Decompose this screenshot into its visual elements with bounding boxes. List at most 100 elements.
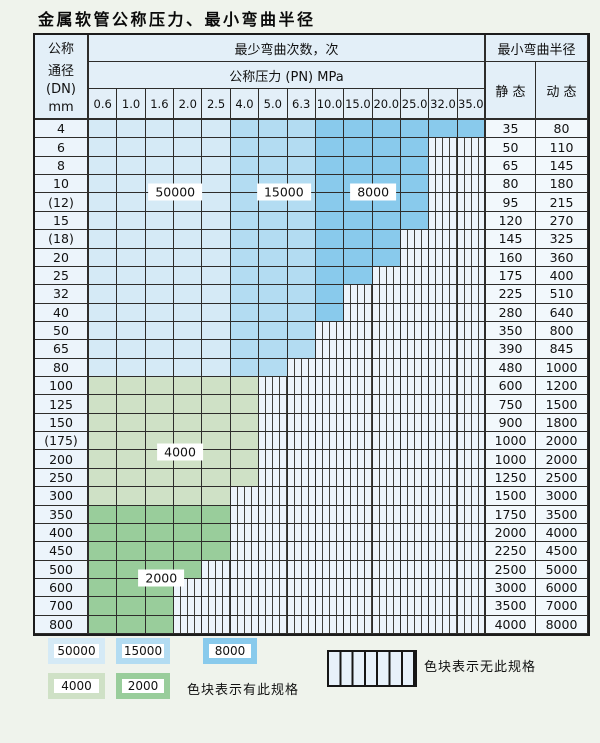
cycle-cell <box>230 211 260 231</box>
dn-cell: 700 <box>35 597 89 616</box>
cycle-cell <box>89 358 118 377</box>
pressure-col-header-10.0: 10.0 <box>315 89 345 120</box>
static-value-cell: 480 <box>486 358 536 377</box>
no-spec-cell <box>287 468 316 488</box>
cycle-cell <box>89 156 118 176</box>
cycle-cell <box>202 432 231 451</box>
no-spec-cell <box>230 505 260 524</box>
cycle-cell <box>117 358 146 377</box>
no-spec-cell <box>344 432 373 451</box>
dynamic-value-cell: 5000 <box>536 560 588 579</box>
no-spec-cell <box>372 523 401 543</box>
cycle-cell <box>400 156 430 176</box>
cycle-cell <box>287 340 316 359</box>
cycle-cell <box>202 487 231 506</box>
no-spec-cell <box>400 340 430 359</box>
no-spec-cell <box>287 597 316 616</box>
cycle-cell <box>230 230 260 249</box>
cycle-cell <box>117 340 146 359</box>
no-spec-cell <box>400 266 430 286</box>
cycle-cell <box>400 211 430 231</box>
dn-cell: 32 <box>35 285 89 304</box>
cycle-cell <box>287 248 316 267</box>
cycle-cell <box>315 211 345 231</box>
cycles-zone-label-50000: 50000 <box>148 183 203 201</box>
no-spec-cell <box>400 523 430 543</box>
no-spec-cell <box>400 450 430 469</box>
no-spec-cell <box>344 377 373 396</box>
static-value-cell: 50 <box>486 138 536 157</box>
cycle-cell <box>145 395 175 414</box>
no-spec-cell <box>400 230 430 249</box>
static-value-cell: 280 <box>486 303 536 322</box>
dn-cell: 125 <box>35 395 89 414</box>
no-spec-cell <box>429 413 458 433</box>
no-spec-cell <box>429 487 458 506</box>
cycle-cell <box>145 597 175 616</box>
cycle-cell <box>400 138 430 157</box>
no-spec-cell <box>344 321 373 341</box>
no-spec-cell <box>457 597 486 616</box>
pressure-col-header-15.0: 15.0 <box>344 89 373 120</box>
no-spec-cell <box>259 377 288 396</box>
static-value-cell: 750 <box>486 395 536 414</box>
cycle-cell <box>259 340 288 359</box>
no-spec-cell <box>457 450 486 469</box>
no-spec-cell <box>457 303 486 322</box>
no-spec-cell <box>315 578 345 598</box>
no-spec-cell <box>457 377 486 396</box>
cycle-cell <box>174 487 203 506</box>
dynamic-header: 动 态 <box>536 62 588 120</box>
no-spec-cell <box>429 597 458 616</box>
no-spec-cell <box>259 578 288 598</box>
no-spec-cell <box>259 597 288 616</box>
cycle-cell <box>174 138 203 157</box>
dn-cell: 200 <box>35 450 89 469</box>
static-value-cell: 35 <box>486 120 536 139</box>
no-spec-cell <box>344 468 373 488</box>
dn-cell: 350 <box>35 505 89 524</box>
dn-cell: 6 <box>35 138 89 157</box>
no-spec-cell <box>400 432 430 451</box>
no-spec-cell <box>344 523 373 543</box>
no-spec-cell <box>259 487 288 506</box>
dynamic-value-cell: 2000 <box>536 432 588 451</box>
cycle-cell <box>117 303 146 322</box>
no-spec-cell <box>400 321 430 341</box>
static-value-cell: 350 <box>486 321 536 341</box>
dn-column-header: 公称 通径 (DN) mm <box>35 35 89 120</box>
no-spec-cell <box>429 303 458 322</box>
no-spec-cell <box>174 615 203 634</box>
no-spec-cell <box>429 248 458 267</box>
no-spec-cell <box>429 175 458 194</box>
no-spec-cell <box>429 266 458 286</box>
no-spec-cell <box>457 542 486 561</box>
dynamic-value-cell: 800 <box>536 321 588 341</box>
no-spec-cell <box>259 523 288 543</box>
cycle-cell <box>230 468 260 488</box>
dn-cell: 500 <box>35 560 89 579</box>
cycle-cell <box>287 285 316 304</box>
cycle-cell <box>174 468 203 488</box>
no-spec-cell <box>287 395 316 414</box>
dynamic-value-cell: 145 <box>536 156 588 176</box>
cycle-cell <box>174 120 203 139</box>
cycle-cell <box>145 321 175 341</box>
static-value-cell: 160 <box>486 248 536 267</box>
static-value-cell: 1250 <box>486 468 536 488</box>
cycle-cell <box>89 321 118 341</box>
no-spec-cell <box>457 523 486 543</box>
no-spec-cell <box>429 505 458 524</box>
no-spec-cell <box>287 487 316 506</box>
cycle-cell <box>202 211 231 231</box>
cycle-cell <box>287 138 316 157</box>
no-spec-cell <box>457 156 486 176</box>
no-spec-cell <box>429 377 458 396</box>
cycle-cell <box>315 266 345 286</box>
no-spec-cell <box>400 358 430 377</box>
dn-cell: 600 <box>35 578 89 598</box>
no-spec-cell <box>287 450 316 469</box>
cycle-cell <box>117 377 146 396</box>
